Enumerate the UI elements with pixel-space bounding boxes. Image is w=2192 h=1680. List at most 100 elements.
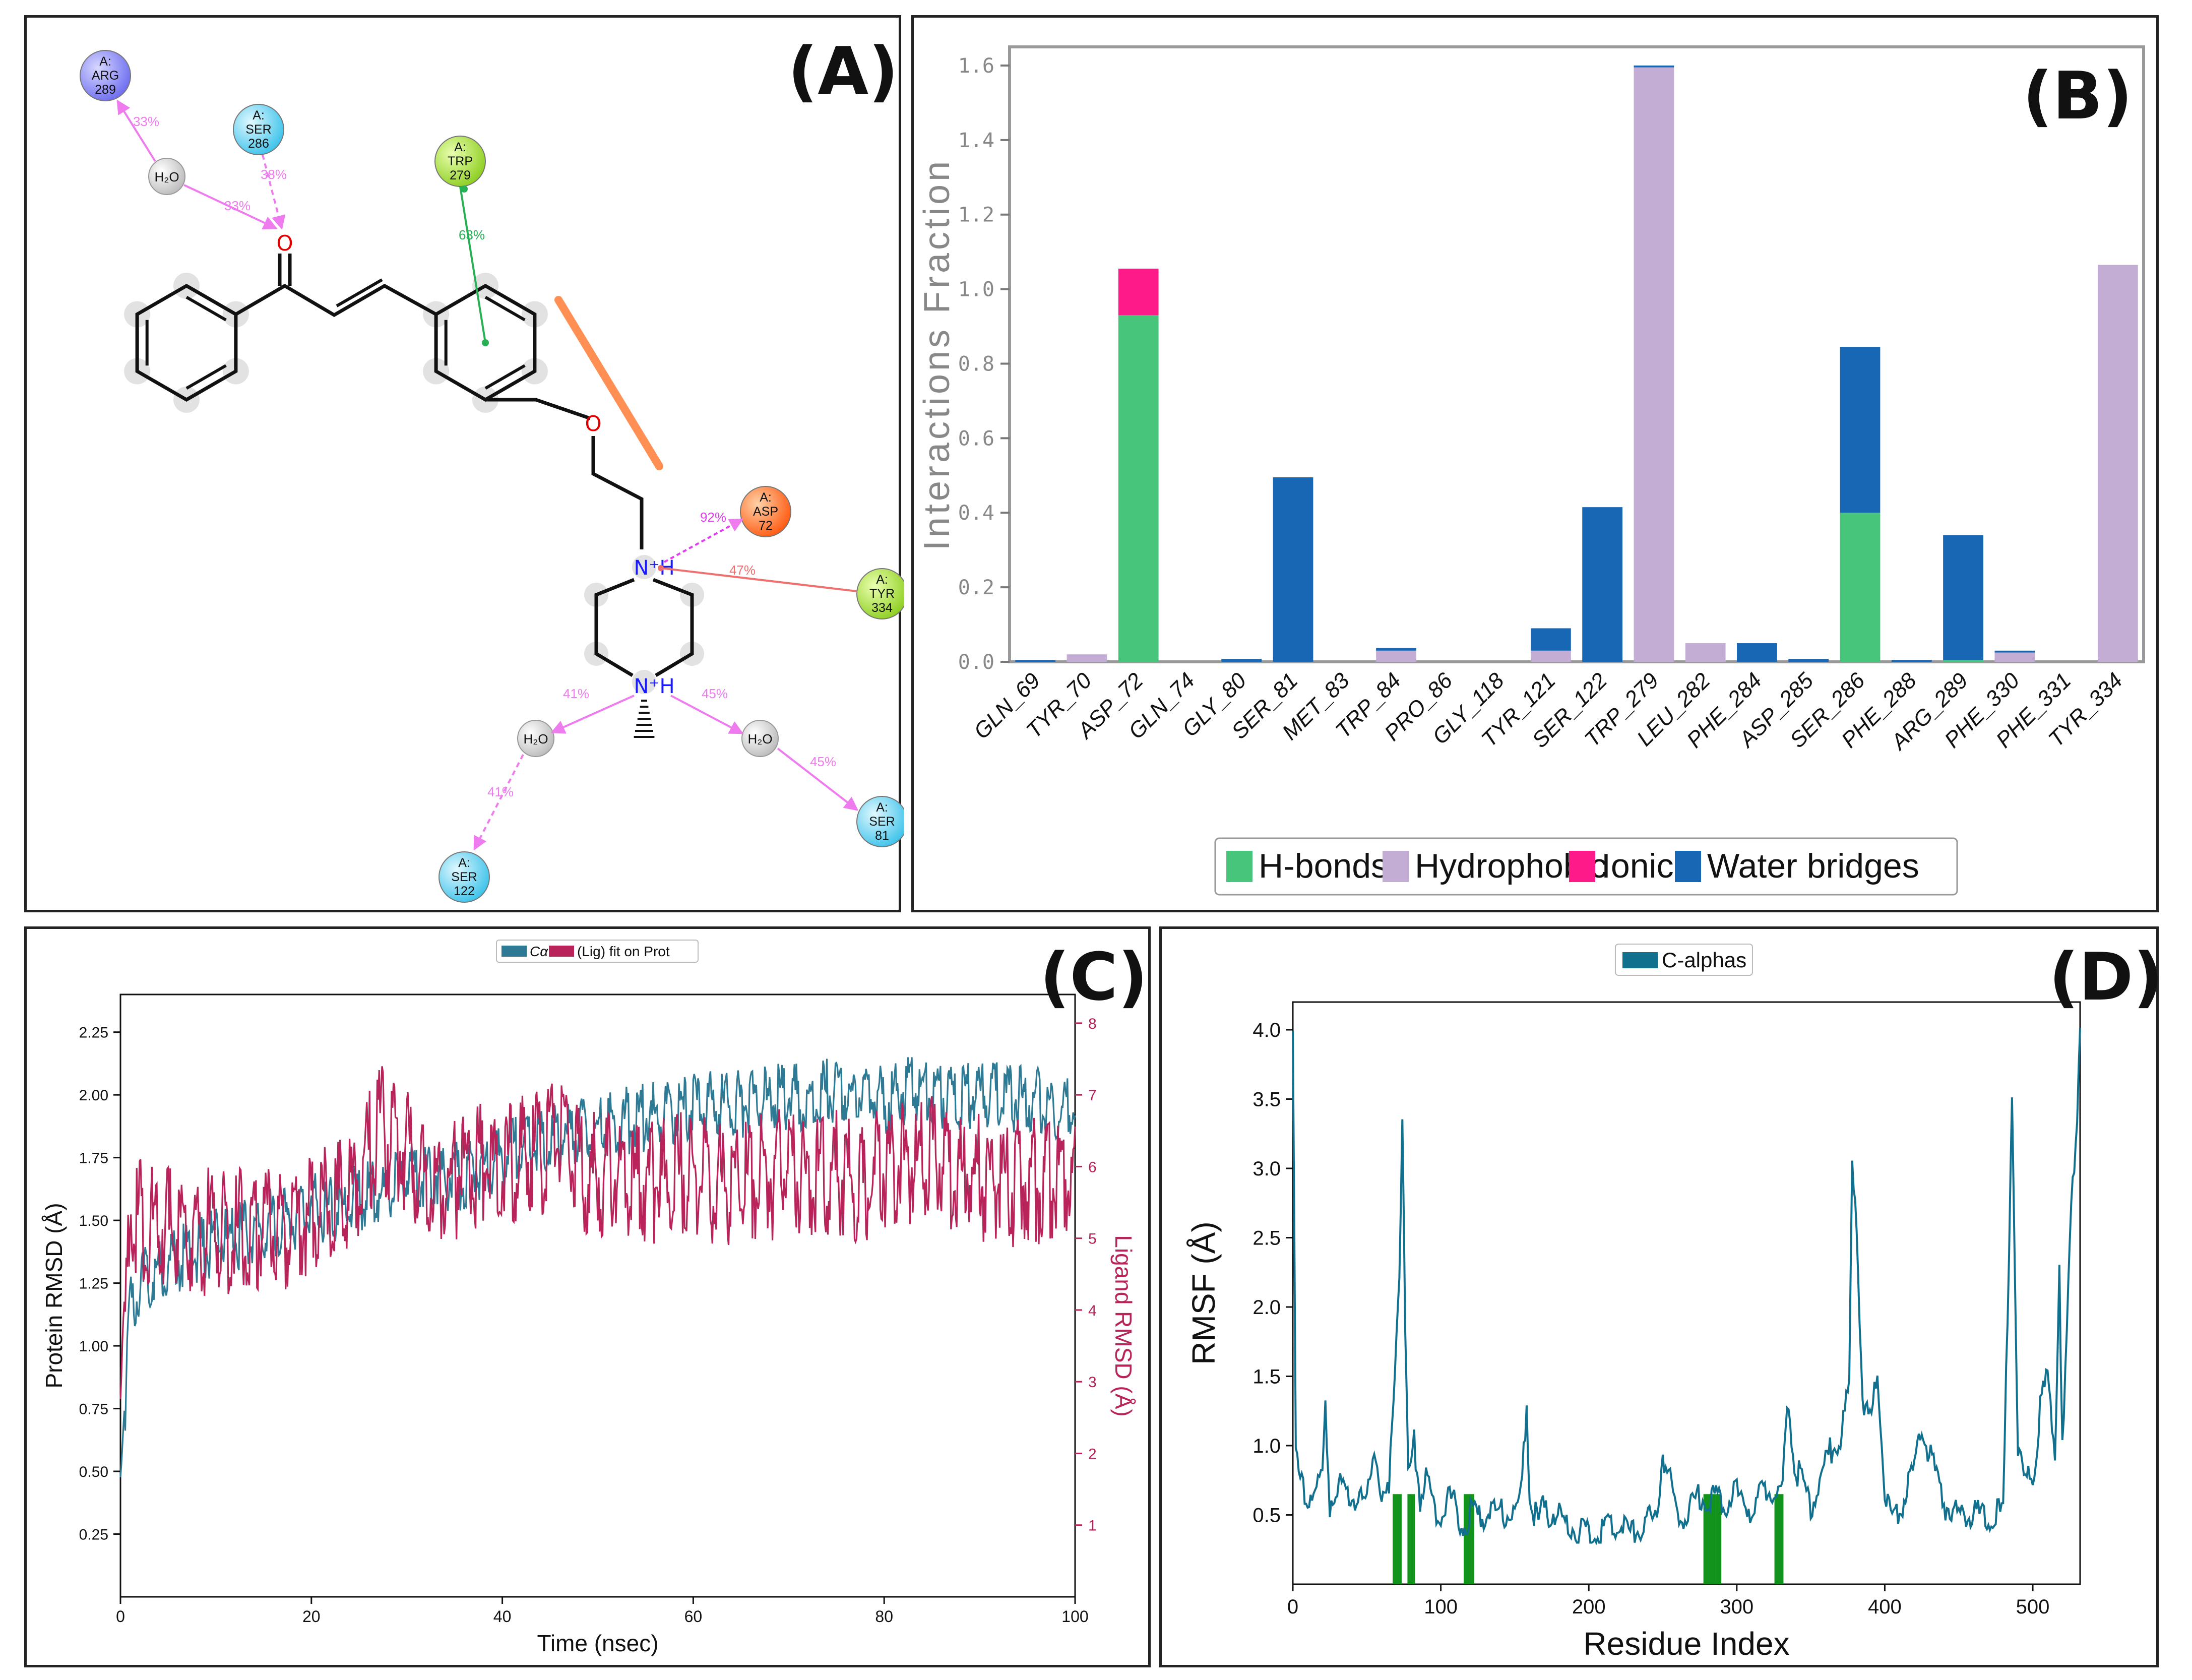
- ligand-contact-bar: [1776, 1494, 1778, 1584]
- x-axis-label-d: Residue Index: [1583, 1626, 1789, 1662]
- y-tick-label-c: 1.00: [79, 1338, 108, 1355]
- hbond-ser286-carbonyl: [262, 154, 286, 230]
- hbond-water-arg289-percent: 33%: [133, 114, 159, 129]
- y2-tick-label-c: 5: [1088, 1231, 1097, 1248]
- y-tick-label-b: 0.6: [958, 427, 994, 450]
- ligand-contact-bar: [1709, 1494, 1711, 1584]
- piperazine-right: [652, 578, 694, 677]
- bar-h-bonds: [1118, 315, 1159, 662]
- panel-a: (A) O O N⁺H N⁺H A: ARG 289 A: SER 286 A: TRP 279 A: AS…: [24, 15, 904, 912]
- bar-water-bridges: [1737, 643, 1777, 662]
- pi-pi-stacking-percent: 63%: [459, 227, 485, 242]
- residue-number: 72: [759, 519, 773, 533]
- ligand-contact-bar: [1782, 1494, 1784, 1584]
- bar-h-bonds: [1943, 660, 1983, 662]
- residue-number: 279: [450, 168, 471, 182]
- residue-chain: A:: [760, 490, 772, 505]
- residue-chain: A:: [253, 108, 265, 122]
- hbond-nh-water-right-percent: 45%: [702, 686, 728, 701]
- legend-label-d: C-alphas: [1662, 948, 1746, 972]
- alkene-double-bond: [336, 278, 383, 307]
- legend-label-lig: (Lig) fit on Prot: [577, 944, 670, 959]
- ligand-contact-bar: [1413, 1494, 1415, 1584]
- ligand-contact-bar: [1394, 1494, 1396, 1584]
- ligand-contact-bar: [1410, 1494, 1412, 1584]
- residue-chain: A:: [876, 573, 888, 587]
- bar-hydrophobic: [1376, 650, 1416, 662]
- bar-water-bridges: [1273, 477, 1313, 662]
- y-tick-label-c: 1.50: [79, 1213, 108, 1229]
- ligand-contact-bar: [1719, 1494, 1722, 1584]
- bar-water-bridges: [1891, 660, 1932, 662]
- x-tick-label-d: 300: [1720, 1596, 1753, 1618]
- ligand-contact-bar: [1703, 1494, 1705, 1584]
- x-tick-label-c: 60: [684, 1607, 703, 1626]
- ligand-contact-bar: [1705, 1494, 1707, 1584]
- pi-pi-endpoint: [461, 185, 468, 193]
- y-tick-label-b: 0.4: [958, 502, 994, 525]
- legend-swatch-b: [1383, 851, 1409, 882]
- hbond-water-carbonyl-percent: 33%: [224, 198, 250, 213]
- panel-b: (B) 0.0 0.2 0.4 0.6 0.8 1.0 1.2 1.4 1.6 Interactio…: [911, 15, 2159, 912]
- piperazine-left: [594, 578, 635, 677]
- y-tick-label-b: 0.8: [958, 352, 994, 376]
- y-tick-label-d: 1.0: [1252, 1435, 1281, 1457]
- bar-water-bridges: [1530, 628, 1571, 651]
- bar-h-bonds: [1840, 513, 1881, 662]
- bar-hydrophobic: [2097, 265, 2138, 662]
- y2-tick-label-c: 2: [1088, 1446, 1097, 1462]
- hbond-water-ser81: [777, 748, 859, 811]
- water-bubble: [517, 720, 554, 757]
- bar-water-bridges: [1788, 659, 1829, 662]
- residue-bubble-ser81: [856, 796, 904, 847]
- residue-name: ARG: [92, 69, 119, 83]
- x-tick-label-c: 80: [875, 1607, 893, 1626]
- residue-name: ASP: [753, 505, 778, 519]
- ligand-contact-bar: [1463, 1494, 1466, 1584]
- bar-water-bridges: [1582, 507, 1623, 662]
- y-tick-label-b: 0.2: [958, 576, 994, 599]
- legend-box-c: [496, 940, 699, 963]
- ligand-contact-bar: [1706, 1494, 1708, 1584]
- y-tick-label-d: 3.0: [1252, 1158, 1281, 1180]
- bar-water-bridges: [1376, 648, 1416, 651]
- legend-swatch-b: [1569, 851, 1595, 882]
- carbonyl-oxygen: O: [276, 231, 293, 256]
- y-tick-label-c: 0.50: [79, 1464, 108, 1480]
- legend-label-b: H-bonds: [1259, 847, 1388, 885]
- ligand-contact-bar: [1393, 1494, 1395, 1584]
- hbond-nh-water-right: [670, 695, 744, 734]
- x-tick-label-c: 40: [493, 1607, 512, 1626]
- bar-hydrophobic: [1634, 67, 1674, 662]
- residue-bubble-tyr334: [856, 568, 904, 619]
- ligand-contact-bar: [1780, 1494, 1782, 1584]
- ligand-contact-bar: [1708, 1494, 1710, 1584]
- y-tick-label-b: 1.2: [958, 204, 994, 227]
- y-tick-label-d: 2.0: [1252, 1296, 1281, 1319]
- bar-water-bridges: [1943, 535, 1983, 660]
- bar-hydrophobic: [1530, 650, 1571, 662]
- legend-label-b: Ionic: [1601, 847, 1674, 885]
- ligand-contact-bar: [1400, 1494, 1402, 1584]
- y-axis-label-d: RMSF (Å): [1185, 1221, 1222, 1364]
- ligand-contact-bar: [1407, 1494, 1409, 1584]
- y-tick-label-b: 1.6: [958, 54, 994, 78]
- ligand-contact-bar: [1395, 1494, 1398, 1584]
- residue-number: 122: [454, 884, 475, 898]
- y-tick-label-d: 3.5: [1252, 1089, 1281, 1111]
- residue-bubble-arg289: [80, 50, 131, 101]
- ligand-contact-bar: [1715, 1494, 1717, 1584]
- panel-d: (D) C-alphas 0 100 200 300 400 500 0.5 1.0 1.5 2.0 2…: [1159, 926, 2161, 1667]
- pi-pi-stacking-trp279: [459, 186, 486, 343]
- salt-bridge-streak: [554, 296, 663, 470]
- phenylene-ring-double-bond: [484, 364, 526, 390]
- residue-chain: A:: [876, 800, 888, 815]
- hbond-ser286-carbonyl-percent: 38%: [261, 167, 287, 182]
- ligand-contact-bar: [1412, 1494, 1414, 1584]
- y-tick-label-b: 1.0: [958, 278, 994, 301]
- ligand-contact-bar: [1466, 1494, 1469, 1584]
- y2-axis-label-c: Ligand RMSD (Å): [1110, 1235, 1137, 1416]
- y-tick-label-d: 0.5: [1252, 1505, 1281, 1527]
- bar-hydrophobic: [1067, 654, 1107, 662]
